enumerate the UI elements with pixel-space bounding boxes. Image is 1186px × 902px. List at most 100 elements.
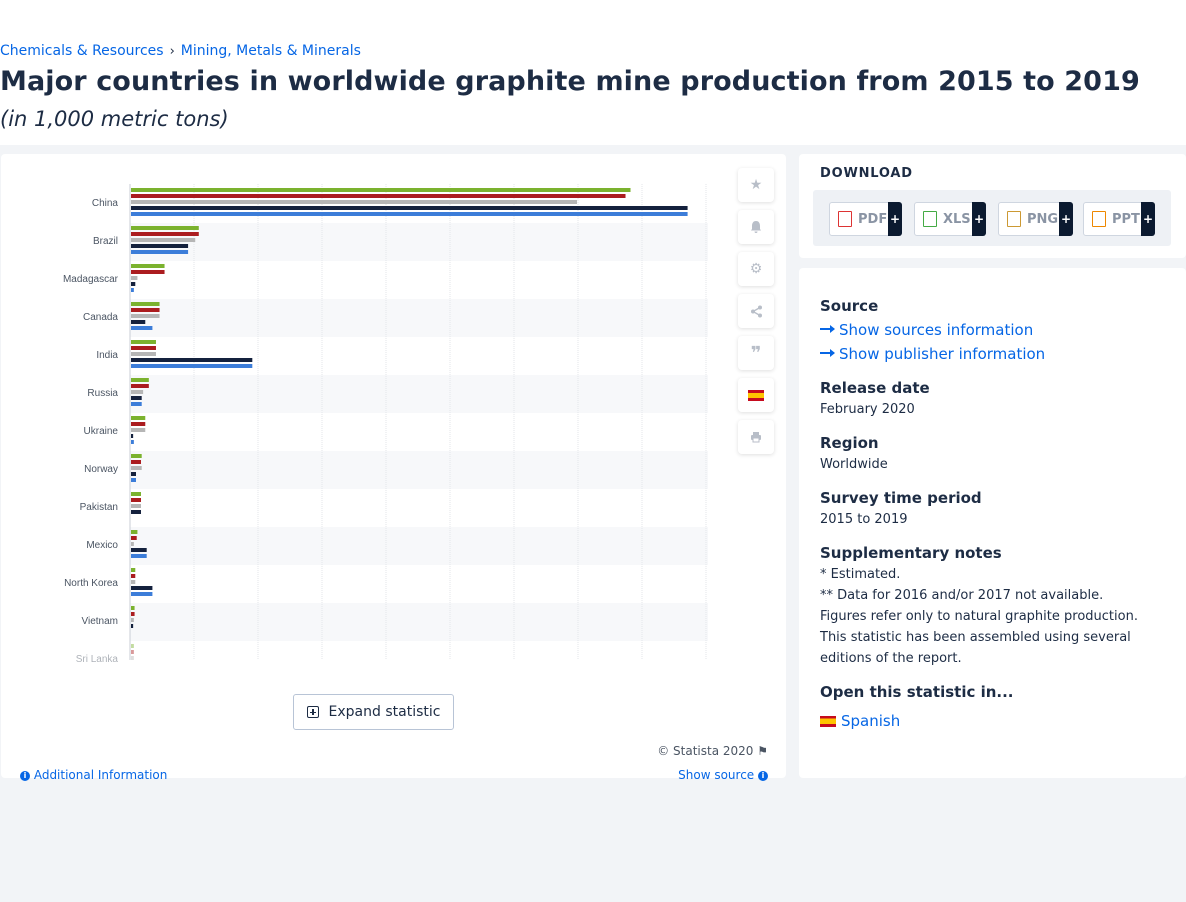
- bar: [131, 530, 138, 534]
- bar: [131, 644, 134, 648]
- show-sources-link[interactable]: Show sources information: [820, 321, 1033, 339]
- bar: [131, 542, 134, 546]
- bar: [131, 510, 141, 514]
- row-band: [130, 223, 708, 261]
- breadcrumb-link-chemicals[interactable]: Chemicals & Resources: [0, 43, 164, 59]
- category-label: Russia: [87, 388, 118, 399]
- category-label: Pakistan: [80, 502, 118, 513]
- bar: [131, 624, 134, 628]
- download-buttons: PDF + XLS + PNG + PPT +: [813, 190, 1171, 246]
- bar: [131, 264, 165, 268]
- bar: [131, 238, 196, 242]
- bar: [131, 434, 134, 438]
- bar: [131, 340, 156, 344]
- row-band: [130, 527, 708, 565]
- bar: [131, 358, 253, 362]
- flag-icon[interactable]: ⚑: [757, 744, 768, 758]
- category-label: Brazil: [93, 236, 118, 247]
- page-title: Major countries in worldwide graphite mi…: [0, 66, 1140, 97]
- survey-heading: Survey time period: [820, 489, 982, 507]
- download-png-button[interactable]: PNG +: [998, 202, 1073, 236]
- row-band: [130, 603, 708, 641]
- bar: [131, 308, 160, 312]
- bar: [131, 466, 142, 470]
- note-2: ** Data for 2016 and/or 2017 not availab…: [820, 588, 1104, 603]
- bar: [131, 396, 142, 400]
- additional-information-link[interactable]: i Additional Information: [20, 768, 167, 782]
- bar: [131, 618, 134, 622]
- category-label: China: [92, 198, 119, 209]
- bar: [131, 554, 147, 558]
- plus-icon: +: [888, 202, 902, 236]
- gear-icon[interactable]: ⚙: [738, 252, 774, 286]
- arrow-right-icon: [820, 348, 835, 357]
- bar: [131, 460, 141, 464]
- download-ppt-button[interactable]: PPT +: [1083, 202, 1155, 236]
- bar-chart: China Brazil Madagascar Canada India Russia Uk…: [63, 184, 708, 665]
- open-in-heading: Open this statistic in...: [820, 683, 1014, 701]
- bar: [131, 352, 156, 356]
- bar: [131, 326, 153, 330]
- open-spanish-link[interactable]: Spanish: [820, 712, 900, 730]
- bar: [131, 188, 631, 192]
- notes-heading: Supplementary notes: [820, 544, 1002, 562]
- bar: [131, 548, 147, 552]
- bell-icon[interactable]: [738, 210, 774, 244]
- note-1: * Estimated.: [820, 567, 901, 582]
- breadcrumb: Chemicals & Resources › Mining, Metals & M…: [0, 43, 361, 59]
- bar: [131, 390, 144, 394]
- bar: [131, 250, 189, 254]
- bar: [131, 422, 146, 426]
- note-5: editions of the report.: [820, 651, 962, 666]
- bar: [131, 288, 134, 292]
- print-icon[interactable]: [738, 420, 774, 454]
- region-heading: Region: [820, 434, 879, 452]
- statistic-info-card: Source Show sources information Show pub…: [799, 268, 1186, 778]
- show-publisher-link[interactable]: Show publisher information: [820, 345, 1045, 363]
- png-file-icon: [1007, 211, 1021, 227]
- category-label: Canada: [83, 312, 118, 323]
- bar: [131, 492, 141, 496]
- bar: [131, 232, 199, 236]
- bar: [131, 416, 146, 420]
- copyright: © Statista 2020 ⚑: [657, 744, 768, 758]
- bar: [131, 504, 141, 508]
- breadcrumb-link-mining[interactable]: Mining, Metals & Minerals: [180, 43, 361, 59]
- bar: [131, 574, 136, 578]
- bar: [131, 428, 146, 432]
- page-header: Chemicals & Resources › Mining, Metals & M…: [0, 0, 1186, 145]
- bar: [131, 378, 149, 382]
- breadcrumb-separator: ›: [169, 44, 175, 59]
- star-icon[interactable]: ★: [738, 168, 774, 202]
- bar: [131, 282, 136, 286]
- bar: [131, 320, 146, 324]
- show-source-link[interactable]: Show source i: [678, 768, 768, 782]
- row-band: [130, 299, 708, 337]
- xls-file-icon: [923, 211, 937, 227]
- ppt-file-icon: [1092, 211, 1106, 227]
- bar: [131, 568, 136, 572]
- category-label: Ukraine: [84, 426, 119, 437]
- bar: [131, 656, 134, 660]
- chart-card: China Brazil Madagascar Canada India Russia Uk…: [1, 154, 786, 782]
- bar: [131, 200, 577, 204]
- category-label: India: [96, 350, 118, 361]
- expand-statistic-button[interactable]: Expand statistic: [293, 694, 454, 730]
- download-card: DOWNLOAD PDF + XLS + PNG + PPT +: [799, 154, 1186, 258]
- bar: [131, 478, 136, 482]
- bar: [131, 454, 142, 458]
- bar: [131, 580, 136, 584]
- bar: [131, 472, 136, 476]
- download-xls-button[interactable]: XLS +: [914, 202, 986, 236]
- bar: [131, 302, 160, 306]
- download-pdf-button[interactable]: PDF +: [829, 202, 902, 236]
- plus-icon: +: [972, 202, 986, 236]
- quote-icon[interactable]: ❞: [738, 336, 774, 370]
- category-label: Madagascar: [63, 274, 119, 285]
- share-icon[interactable]: [738, 294, 774, 328]
- bar: [131, 536, 137, 540]
- spanish-flag-icon[interactable]: [738, 378, 774, 412]
- release-heading: Release date: [820, 379, 930, 397]
- bar: [131, 498, 141, 502]
- bar: [131, 194, 626, 198]
